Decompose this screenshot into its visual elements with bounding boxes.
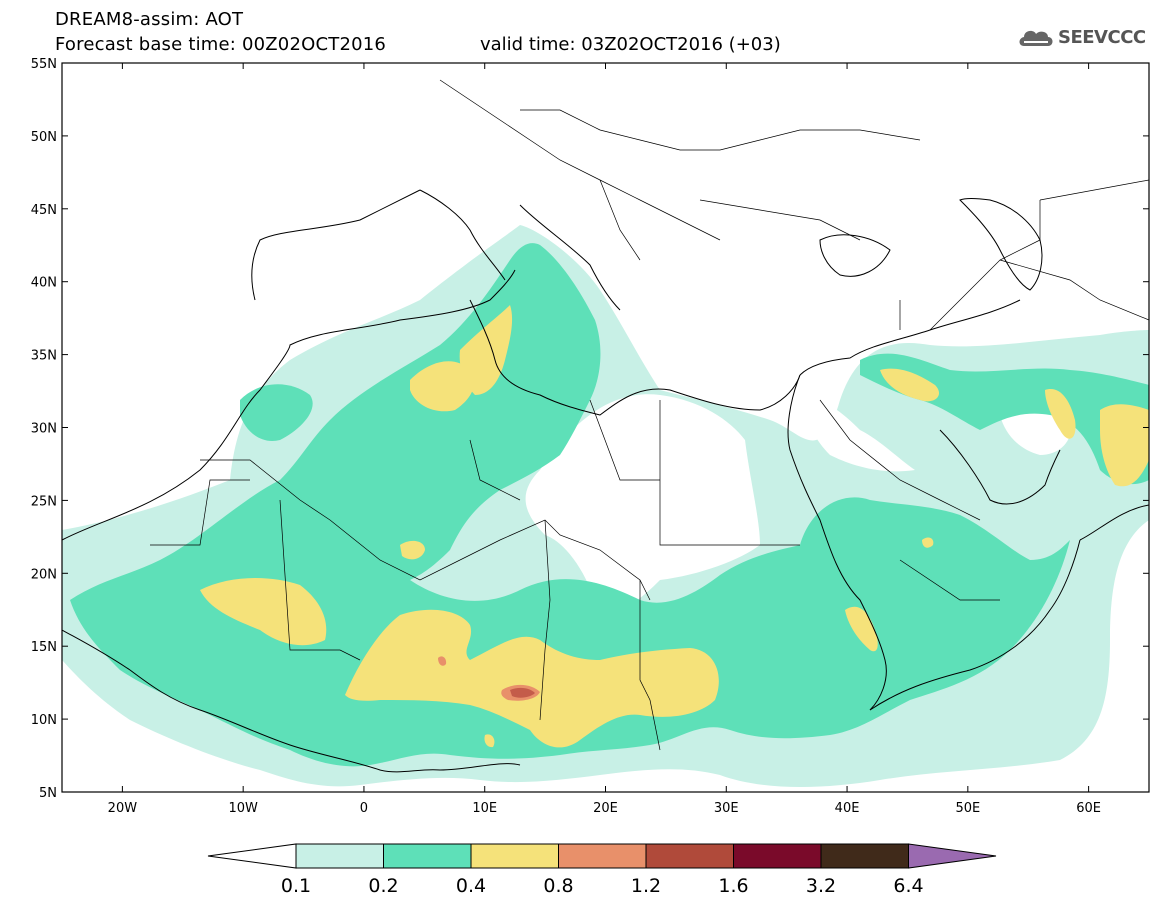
lon-label: 30E xyxy=(714,801,739,816)
logo-text: SEEVCCC xyxy=(1058,27,1146,48)
lat-label: 55N xyxy=(31,57,57,72)
valid-time: valid time: 03Z02OCT2016 (+03) xyxy=(480,34,781,55)
caspian-and-lakes xyxy=(819,198,1043,291)
legend-swatch xyxy=(295,843,384,869)
lat-label: 35N xyxy=(31,349,57,364)
seevccc-logo-icon xyxy=(1019,30,1053,46)
lon-label: 20W xyxy=(108,801,138,816)
legend-label: 0.1 xyxy=(281,875,311,897)
legend-label: 1.2 xyxy=(631,875,661,897)
longitude-axis: 20W 10W 0 10E 20E 30E 40E 50E 60E xyxy=(108,63,1101,816)
aot-contours xyxy=(62,79,1149,787)
lon-label: 10W xyxy=(228,801,258,816)
lat-label: 25N xyxy=(31,494,57,509)
coastlines xyxy=(62,189,1149,773)
color-legend: 0.1 0.2 0.4 0.8 1.2 1.6 3.2 6.4 xyxy=(207,843,997,897)
legend-swatch xyxy=(558,843,647,869)
legend-label: 1.6 xyxy=(718,875,748,897)
lon-label: 20E xyxy=(593,801,618,816)
lat-label: 20N xyxy=(31,567,57,582)
legend-arrow-low xyxy=(207,843,297,869)
legend-label: 6.4 xyxy=(893,875,923,897)
legend-swatch xyxy=(645,843,734,869)
lat-label: 15N xyxy=(31,640,57,655)
legend-arrow-high xyxy=(908,843,997,869)
lat-label: 40N xyxy=(31,276,57,291)
forecast-base-time: Forecast base time: 00Z02OCT2016 xyxy=(55,34,387,55)
lon-label: 50E xyxy=(955,801,980,816)
aot-level-1.2 xyxy=(510,687,535,698)
legend-swatch xyxy=(733,843,822,869)
lat-label: 30N xyxy=(31,422,57,437)
aot-level-0.4 xyxy=(200,305,1149,748)
legend-label: 0.2 xyxy=(368,875,398,897)
legend-swatch xyxy=(383,843,472,869)
legend-swatch xyxy=(820,843,909,869)
lon-label: 40E xyxy=(835,801,860,816)
lat-label: 50N xyxy=(31,130,57,145)
legend-label: 3.2 xyxy=(806,875,836,897)
country-borders xyxy=(150,79,1149,751)
lon-label: 60E xyxy=(1076,801,1101,816)
map-title: DREAM8-assim: AOT xyxy=(55,9,244,30)
legend-label: 0.8 xyxy=(543,875,573,897)
lat-label: 45N xyxy=(31,203,57,218)
legend-label: 0.4 xyxy=(456,875,486,897)
lat-label: 5N xyxy=(39,786,57,801)
lon-label: 10E xyxy=(472,801,497,816)
lat-label: 10N xyxy=(31,713,57,728)
lon-label: 0 xyxy=(360,801,368,816)
legend-swatch xyxy=(470,843,559,869)
latitude-axis: 55N 50N 45N 40N 35N 30N 25N 20N 15N 10N 5N xyxy=(31,57,1149,801)
